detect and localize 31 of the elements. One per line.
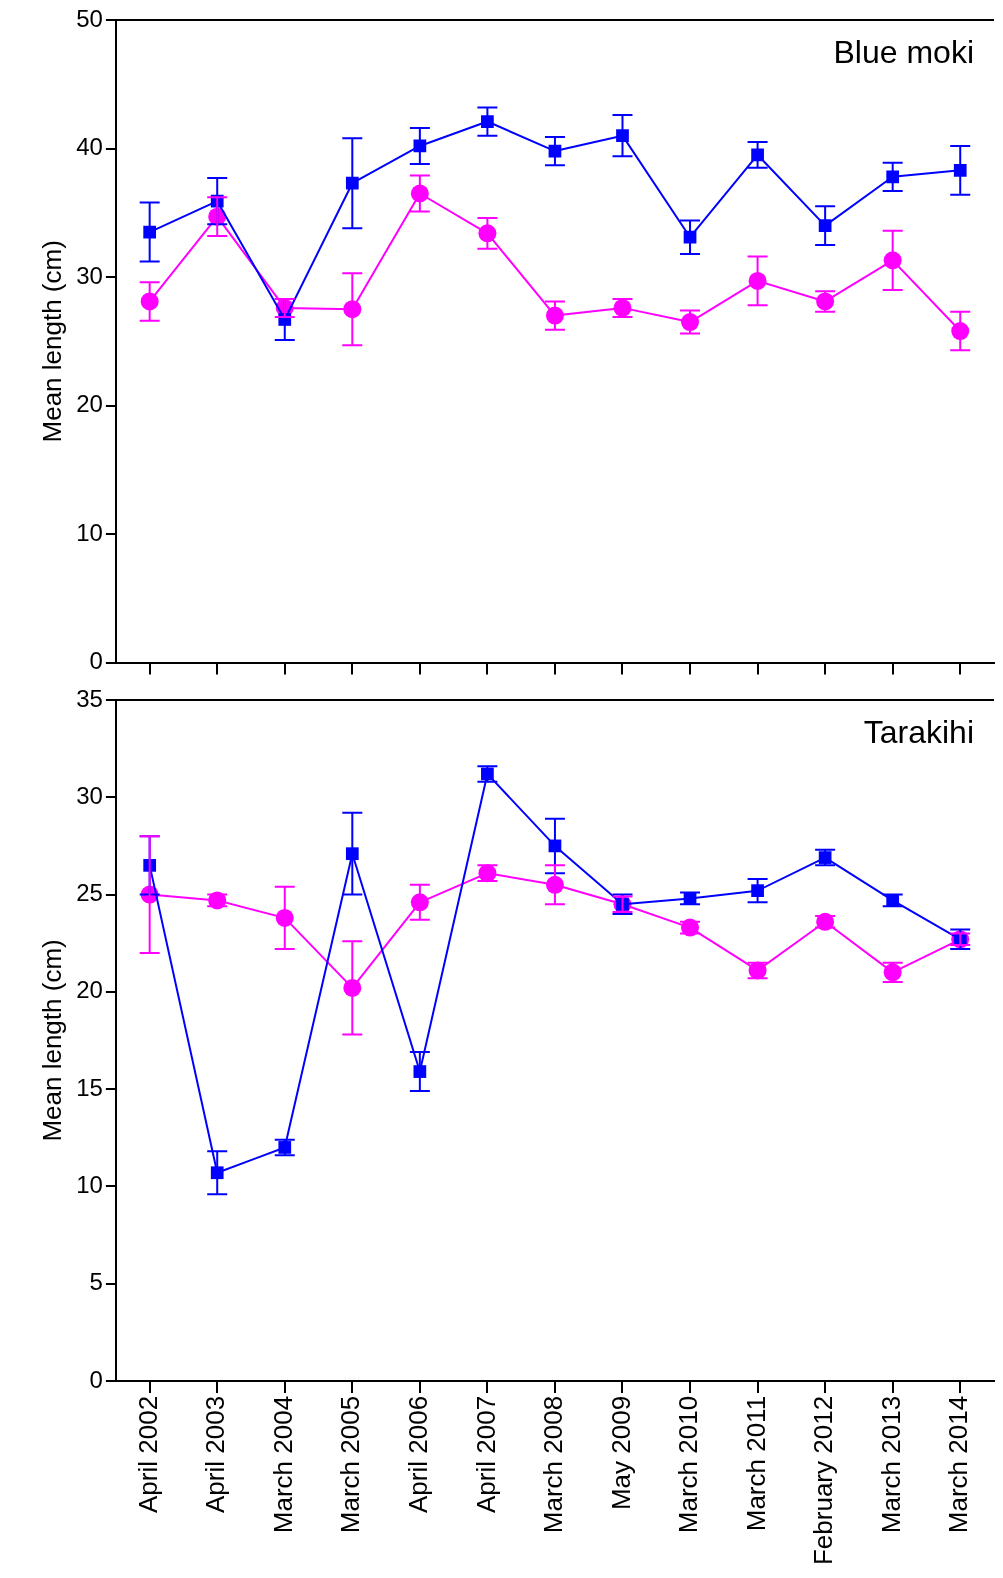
chart-title: Blue moki — [833, 33, 974, 70]
y-tick-label: 20 — [76, 390, 103, 418]
y-tick-label: 35 — [76, 684, 103, 712]
y-tick-label: 0 — [89, 1365, 103, 1393]
x-tick-label: May 2009 — [605, 1395, 636, 1511]
y-tick-label: 0 — [89, 647, 103, 675]
y-tick-label: 10 — [76, 518, 103, 546]
y-tick-label: 40 — [76, 133, 103, 161]
x-tick-label: March 2004 — [267, 1395, 298, 1534]
y-axis-title: Mean length (cm) — [36, 240, 67, 443]
x-tick-label: March 2008 — [538, 1395, 569, 1534]
y-tick-label: 10 — [76, 1170, 103, 1198]
y-tick-label: 30 — [76, 781, 103, 809]
x-tick-label: March 2010 — [673, 1395, 704, 1534]
y-tick-label: 30 — [76, 261, 103, 289]
y-tick-label: 25 — [76, 879, 103, 907]
x-tick-label: April 2007 — [470, 1395, 501, 1513]
y-axis-title: Mean length (cm) — [36, 939, 67, 1142]
x-tick-label: April 2002 — [132, 1395, 163, 1513]
x-tick-label: February 2012 — [808, 1395, 839, 1566]
x-tick-label: March 2013 — [875, 1395, 906, 1534]
x-tick-label: April 2003 — [200, 1395, 231, 1513]
chart-title: Tarakihi — [863, 713, 974, 750]
y-tick-label: 50 — [76, 4, 103, 32]
y-tick-label: 20 — [76, 976, 103, 1004]
x-tick-label: March 2014 — [943, 1395, 974, 1534]
x-tick-label: March 2011 — [740, 1395, 771, 1532]
x-tick-label: March 2005 — [335, 1395, 366, 1534]
x-tick-label: April 2006 — [403, 1395, 434, 1513]
y-tick-label: 5 — [89, 1268, 103, 1296]
y-tick-label: 15 — [76, 1073, 103, 1101]
